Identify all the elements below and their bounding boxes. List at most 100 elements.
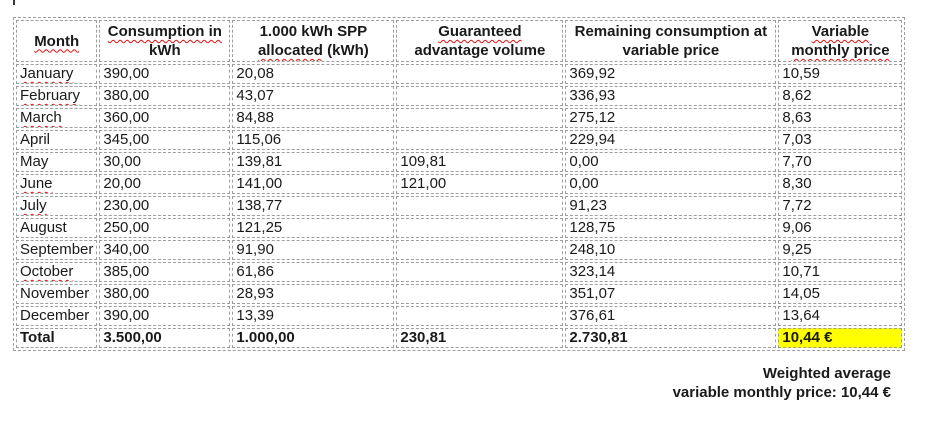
- text: September: [20, 241, 94, 258]
- cell-month[interactable]: September: [16, 240, 98, 260]
- cell-month[interactable]: April: [16, 130, 98, 150]
- cell-consumption-kwh[interactable]: 340,00: [99, 240, 231, 260]
- cell-consumption-kwh[interactable]: 230,00: [99, 196, 231, 216]
- cell-remaining-consumption[interactable]: 128,75: [565, 218, 777, 238]
- cell-month[interactable]: January: [16, 64, 98, 84]
- cell-remaining-consumption[interactable]: 351,07: [565, 284, 777, 304]
- total-row: Total 3.500,00 1.000,00 230,81 2.730,81 10,44…: [16, 328, 903, 348]
- column-header-guaranteed-advantage-volume[interactable]: Guaranteed advantage volume: [396, 20, 564, 62]
- cell-variable-monthly-price[interactable]: 9,25: [778, 240, 903, 260]
- cell-remaining-consumption[interactable]: 2.730,81: [565, 328, 777, 348]
- cell-guaranteed-advantage-volume[interactable]: [396, 64, 564, 84]
- cell-spp-allocated[interactable]: 141,00: [232, 174, 395, 194]
- text: April: [20, 131, 51, 148]
- cell-variable-monthly-price[interactable]: 8,30: [778, 174, 903, 194]
- cell-variable-monthly-price[interactable]: 8,63: [778, 108, 903, 128]
- table-row: December 390,00 13,39 376,61 13,64: [16, 306, 903, 326]
- cell-month[interactable]: December: [16, 306, 98, 326]
- cell-consumption-kwh[interactable]: 390,00: [99, 306, 231, 326]
- text: Total: [20, 329, 55, 346]
- cell-remaining-consumption[interactable]: 248,10: [565, 240, 777, 260]
- column-header-consumption-kwh[interactable]: Consumption in kWh: [99, 20, 231, 62]
- monthly-consumption-table: Month Consumption in kWh 1.000 kWh SPP all…: [13, 17, 906, 351]
- header-row: Month Consumption in kWh 1.000 kWh SPP all…: [16, 20, 903, 62]
- cell-month[interactable]: February: [16, 86, 98, 106]
- table-body: January 390,00 20,08 369,92 10,59 February 380…: [16, 64, 903, 348]
- cell-variable-monthly-price[interactable]: 8,62: [778, 86, 903, 106]
- cell-consumption-kwh[interactable]: 385,00: [99, 262, 231, 282]
- column-header-spp-allocated[interactable]: 1.000 kWh SPP allocated (kWh): [232, 20, 395, 62]
- cell-spp-allocated[interactable]: 61,86: [232, 262, 395, 282]
- cell-guaranteed-advantage-volume[interactable]: [396, 218, 564, 238]
- cell-consumption-kwh[interactable]: 3.500,00: [99, 328, 231, 348]
- cell-variable-monthly-price[interactable]: 10,44 €: [778, 328, 903, 348]
- cell-variable-monthly-price[interactable]: 13,64: [778, 306, 903, 326]
- cell-spp-allocated[interactable]: 1.000,00: [232, 328, 395, 348]
- cell-variable-monthly-price[interactable]: 14,05: [778, 284, 903, 304]
- cell-consumption-kwh[interactable]: 345,00: [99, 130, 231, 150]
- cell-spp-allocated[interactable]: 84,88: [232, 108, 395, 128]
- cell-consumption-kwh[interactable]: 250,00: [99, 218, 231, 238]
- cell-consumption-kwh[interactable]: 380,00: [99, 86, 231, 106]
- cell-month[interactable]: July: [16, 196, 98, 216]
- cell-consumption-kwh[interactable]: 390,00: [99, 64, 231, 84]
- cell-spp-allocated[interactable]: 139,81: [232, 152, 395, 172]
- cell-consumption-kwh[interactable]: 30,00: [99, 152, 231, 172]
- cell-guaranteed-advantage-volume[interactable]: [396, 108, 564, 128]
- cell-guaranteed-advantage-volume[interactable]: 109,81: [396, 152, 564, 172]
- cell-month[interactable]: October: [16, 262, 98, 282]
- cell-guaranteed-advantage-volume[interactable]: [396, 86, 564, 106]
- weighted-average-note[interactable]: Weighted average variable monthly price:…: [673, 364, 891, 402]
- cell-variable-monthly-price[interactable]: 10,71: [778, 262, 903, 282]
- cell-remaining-consumption[interactable]: 0,00: [565, 152, 777, 172]
- cell-consumption-kwh[interactable]: 360,00: [99, 108, 231, 128]
- cell-remaining-consumption[interactable]: 229,94: [565, 130, 777, 150]
- cell-guaranteed-advantage-volume[interactable]: [396, 196, 564, 216]
- cell-guaranteed-advantage-volume[interactable]: [396, 262, 564, 282]
- misspelled-text: Consumption in: [107, 23, 222, 40]
- cell-guaranteed-advantage-volume[interactable]: [396, 130, 564, 150]
- cell-guaranteed-advantage-volume[interactable]: [396, 240, 564, 260]
- cell-month[interactable]: March: [16, 108, 98, 128]
- misspelled-text: February: [20, 87, 81, 104]
- cell-remaining-consumption[interactable]: 91,23: [565, 196, 777, 216]
- cell-guaranteed-advantage-volume[interactable]: [396, 306, 564, 326]
- table-row: July 230,00 138,77 91,23 7,72: [16, 196, 903, 216]
- cell-variable-monthly-price[interactable]: 10,59: [778, 64, 903, 84]
- cell-month[interactable]: August: [16, 218, 98, 238]
- column-header-remaining-consumption[interactable]: Remaining consumption at variable price: [565, 20, 777, 62]
- cell-spp-allocated[interactable]: 43,07: [232, 86, 395, 106]
- cell-variable-monthly-price[interactable]: 7,70: [778, 152, 903, 172]
- cell-consumption-kwh[interactable]: 20,00: [99, 174, 231, 194]
- cell-remaining-consumption[interactable]: 369,92: [565, 64, 777, 84]
- cell-month[interactable]: Total: [16, 328, 98, 348]
- cell-spp-allocated[interactable]: 13,39: [232, 306, 395, 326]
- cell-spp-allocated[interactable]: 28,93: [232, 284, 395, 304]
- cell-variable-monthly-price[interactable]: 7,72: [778, 196, 903, 216]
- cell-remaining-consumption[interactable]: 275,12: [565, 108, 777, 128]
- column-header-variable-monthly-price[interactable]: Variable monthly price: [778, 20, 903, 62]
- cell-spp-allocated[interactable]: 91,90: [232, 240, 395, 260]
- cell-remaining-consumption[interactable]: 0,00: [565, 174, 777, 194]
- cell-variable-monthly-price[interactable]: 9,06: [778, 218, 903, 238]
- cell-spp-allocated[interactable]: 138,77: [232, 196, 395, 216]
- cell-consumption-kwh[interactable]: 380,00: [99, 284, 231, 304]
- cell-remaining-consumption[interactable]: 376,61: [565, 306, 777, 326]
- cell-guaranteed-advantage-volume[interactable]: 230,81: [396, 328, 564, 348]
- cell-month[interactable]: May: [16, 152, 98, 172]
- text: advantage volume: [414, 42, 546, 59]
- cell-spp-allocated[interactable]: 20,08: [232, 64, 395, 84]
- cell-guaranteed-advantage-volume[interactable]: [396, 284, 564, 304]
- cell-remaining-consumption[interactable]: 336,93: [565, 86, 777, 106]
- cell-guaranteed-advantage-volume[interactable]: 121,00: [396, 174, 564, 194]
- cell-month[interactable]: June: [16, 174, 98, 194]
- cell-month[interactable]: November: [16, 284, 98, 304]
- text: December: [20, 307, 90, 324]
- table-row: February 380,00 43,07 336,93 8,62: [16, 86, 903, 106]
- cell-variable-monthly-price[interactable]: 7,03: [778, 130, 903, 150]
- cell-spp-allocated[interactable]: 121,25: [232, 218, 395, 238]
- cell-spp-allocated[interactable]: 115,06: [232, 130, 395, 150]
- column-header-month[interactable]: Month: [16, 20, 98, 62]
- cell-remaining-consumption[interactable]: 323,14: [565, 262, 777, 282]
- table-row: August 250,00 121,25 128,75 9,06: [16, 218, 903, 238]
